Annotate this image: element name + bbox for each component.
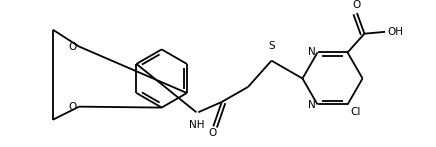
Text: OH: OH — [387, 27, 403, 37]
Text: N: N — [308, 100, 316, 110]
Text: O: O — [68, 42, 76, 52]
Text: Cl: Cl — [351, 107, 361, 117]
Text: S: S — [268, 41, 275, 51]
Text: NH: NH — [189, 120, 204, 130]
Text: O: O — [208, 128, 217, 138]
Text: O: O — [68, 102, 76, 112]
Text: N: N — [308, 46, 316, 56]
Text: O: O — [353, 0, 361, 10]
